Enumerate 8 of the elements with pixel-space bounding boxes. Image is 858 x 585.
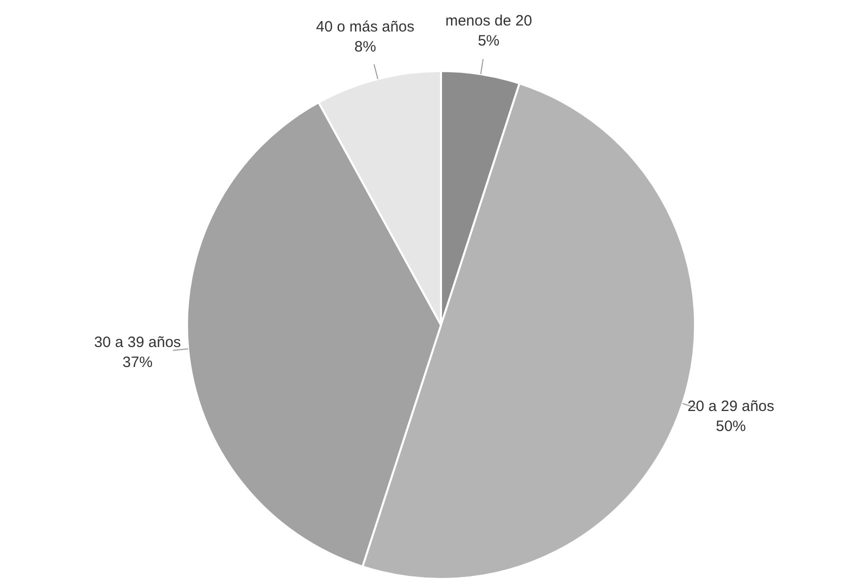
data-label: 37% bbox=[122, 354, 153, 372]
data-label: 50% bbox=[716, 418, 746, 435]
data-label: 8% bbox=[354, 38, 376, 56]
slice-label: 20 a 29 años bbox=[688, 398, 774, 415]
slice-label: menos de 20 bbox=[445, 12, 532, 30]
slice-label: 30 a 39 años bbox=[94, 334, 181, 352]
data-label: 5% bbox=[478, 32, 500, 50]
slice-label: 40 o más años bbox=[316, 18, 414, 36]
